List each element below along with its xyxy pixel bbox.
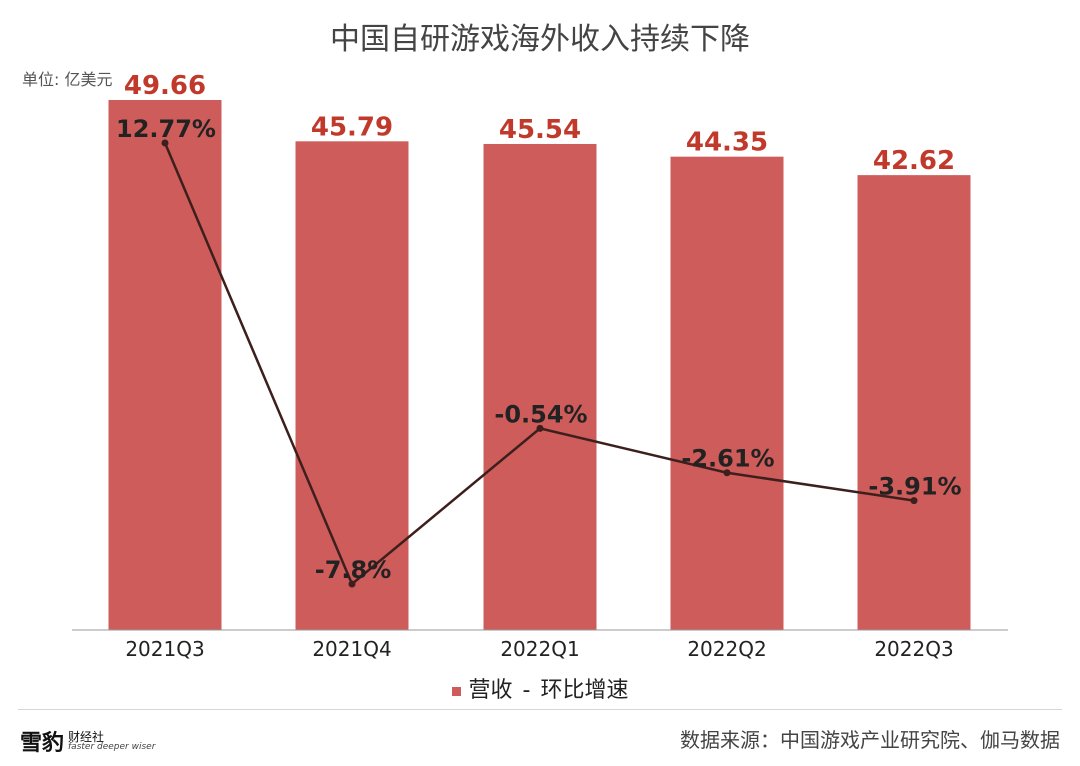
logo-subtitle: 财经社 faster deeper wiser (68, 731, 155, 752)
bar-value-label: 45.54 (499, 115, 581, 145)
line-point-2021Q4 (348, 580, 356, 588)
legend: 营收 - 环比增速 (0, 672, 1080, 704)
data-source: 数据来源：中国游戏产业研究院、伽马数据 (680, 728, 1060, 752)
brand-logo: 雪豹 财经社 faster deeper wiser (20, 725, 155, 757)
bar-value-label: 42.62 (873, 146, 955, 176)
bar-2021Q3 (108, 100, 222, 630)
bar-2022Q3 (857, 175, 971, 630)
unit-label: 单位: 亿美元 (22, 70, 113, 89)
bar-value-label: 44.35 (686, 128, 768, 158)
legend-line-swatch: - (522, 678, 531, 703)
x-tick-label: 2021Q3 (125, 637, 204, 661)
x-tick-label: 2022Q2 (687, 637, 766, 661)
line-point-2022Q2 (723, 469, 731, 477)
line-value-label: -3.91% (868, 473, 961, 501)
chart-title: 中国自研游戏海外收入持续下降 (330, 22, 750, 57)
bar-2021Q4 (295, 141, 409, 630)
logo-subtitle-en: faster deeper wiser (68, 741, 156, 752)
x-tick-label: 2022Q3 (874, 637, 953, 661)
x-tick-label: 2022Q1 (500, 637, 579, 661)
bar-2022Q1 (483, 143, 597, 630)
footer-divider (18, 709, 1062, 710)
legend-line-label: 环比增速 (540, 678, 629, 703)
legend-bar-label: 营收 (468, 678, 513, 703)
x-tick-label: 2021Q4 (312, 637, 391, 661)
line-point-2022Q3 (910, 497, 918, 505)
bar-2022Q2 (670, 156, 784, 630)
bar-value-label: 45.79 (311, 112, 393, 142)
line-point-2021Q3 (161, 139, 169, 147)
line-value-label: -2.61% (681, 445, 774, 473)
line-value-label: -7.8% (315, 556, 392, 584)
logo-text: 雪豹 (20, 730, 65, 756)
logo-subtitle-cn: 财经社 (68, 729, 105, 744)
line-point-2022Q1 (536, 424, 544, 432)
line-value-label: -0.54% (494, 400, 587, 428)
bar-value-label: 49.66 (124, 71, 206, 101)
legend-bar-swatch (451, 686, 461, 696)
line-value-label: 12.77% (116, 115, 216, 143)
